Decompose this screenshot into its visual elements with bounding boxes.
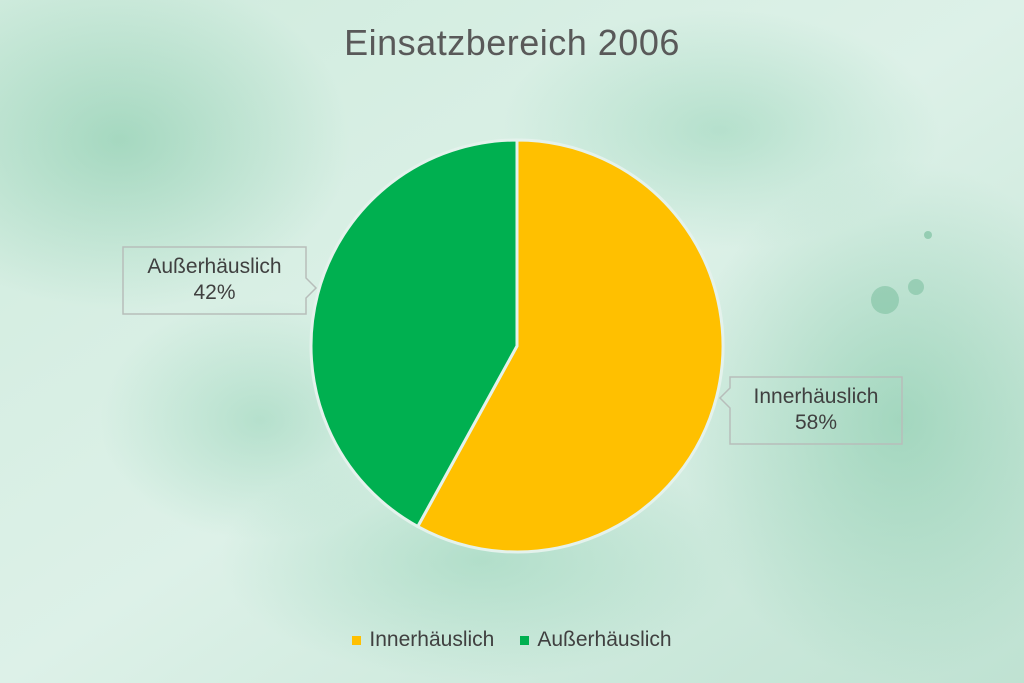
chart-title: Einsatzbereich 2006 — [344, 22, 680, 63]
legend-label: Innerhäuslich — [369, 628, 495, 651]
data-label-innerhaeuslich: Innerhäuslich 58% — [730, 384, 902, 436]
callout-box — [718, 376, 903, 445]
data-label-name: Innerhäuslich — [753, 385, 879, 408]
data-label-value: 42% — [193, 281, 236, 304]
legend-label: Außerhäuslich — [537, 628, 672, 651]
legend-swatch — [520, 635, 530, 645]
legend-item-ausserhaeuslich[interactable]: Außerhäuslich — [520, 628, 672, 652]
pie-slice-innerhaeuslich[interactable] — [415, 138, 725, 554]
data-label-ausserhaeuslich: Außerhäuslich 42% — [123, 254, 306, 306]
callout-box — [122, 246, 318, 315]
data-label-value: 58% — [794, 411, 838, 434]
pie-slice-ausserhaeuslich[interactable] — [309, 138, 519, 529]
legend: Innerhäuslich Außerhäuslich — [0, 628, 1024, 652]
legend-swatch — [352, 635, 362, 645]
data-label-name: Außerhäuslich — [147, 255, 282, 278]
legend-item-innerhaeuslich[interactable]: Innerhäuslich — [352, 628, 494, 652]
